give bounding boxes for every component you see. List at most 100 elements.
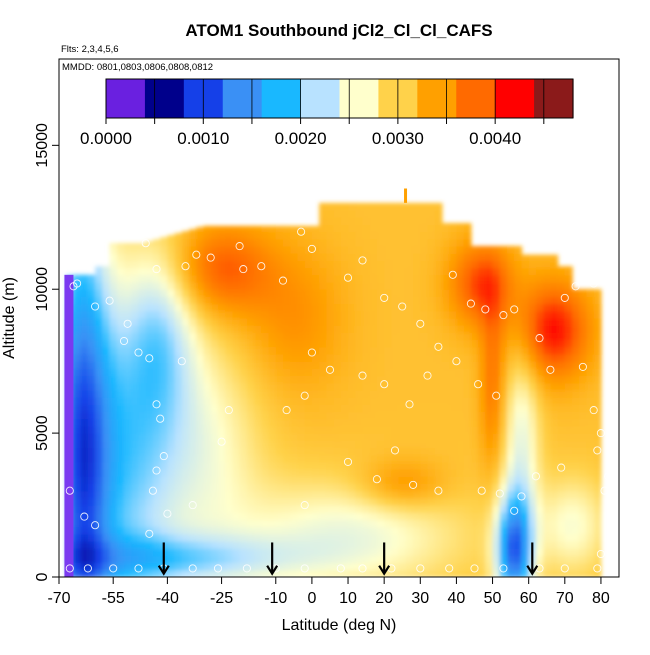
heatmap-cell <box>478 289 486 298</box>
heatmap-cell <box>355 505 364 513</box>
heatmap-cell <box>232 274 241 283</box>
heatmap-cell <box>239 418 248 427</box>
heatmap-cell <box>348 289 356 298</box>
heatmap-cell <box>239 404 248 413</box>
colorbar-swatch <box>222 79 263 118</box>
heatmap-cell <box>478 433 486 441</box>
heatmap-cell <box>572 483 580 492</box>
heatmap-cell <box>593 519 602 528</box>
heatmap-cell <box>275 469 284 477</box>
heatmap-cell <box>174 353 183 362</box>
heatmap-cell <box>196 555 205 564</box>
heatmap-cell <box>196 512 205 521</box>
sample-point <box>358 564 367 573</box>
heatmap-cell <box>405 210 414 218</box>
heatmap-cell <box>145 461 154 470</box>
heatmap-cell <box>427 382 436 391</box>
heatmap-cell <box>348 483 356 492</box>
heatmap-cell <box>326 238 335 247</box>
heatmap-cell <box>254 325 262 333</box>
heatmap-cell <box>369 217 378 226</box>
heatmap-cell <box>232 231 241 240</box>
heatmap-cell <box>160 469 168 477</box>
heatmap-cell <box>535 361 544 369</box>
heatmap-cell <box>550 346 559 355</box>
heatmap-cell <box>528 533 537 542</box>
heatmap-cell <box>217 375 226 384</box>
heatmap-cell <box>145 411 154 420</box>
heatmap-cell <box>398 238 407 247</box>
heatmap-cell <box>174 533 183 542</box>
heatmap-cell <box>420 569 429 577</box>
heatmap-cell <box>478 418 486 427</box>
heatmap-cell <box>579 318 588 326</box>
heatmap-cell <box>456 246 465 254</box>
heatmap-cell <box>521 375 530 384</box>
heatmap-cell <box>586 512 595 521</box>
heatmap-cell <box>369 397 378 405</box>
heatmap-cell <box>485 296 494 305</box>
heatmap-cell <box>391 210 400 218</box>
heatmap-cell <box>189 541 197 549</box>
heatmap-cell <box>427 361 436 369</box>
heatmap-cell <box>225 318 234 326</box>
heatmap-cell <box>239 282 248 290</box>
heatmap-cell <box>384 217 392 226</box>
heatmap-cell <box>283 246 291 254</box>
heatmap-cell <box>73 296 82 305</box>
heatmap-cell <box>167 418 176 427</box>
heatmap-cell <box>196 461 205 470</box>
heatmap-cell <box>124 361 132 369</box>
heatmap-cell <box>550 382 559 391</box>
heatmap-cell <box>564 447 573 456</box>
heatmap-cell <box>478 353 486 362</box>
heatmap-cell <box>254 404 262 413</box>
heatmap-cell <box>507 404 515 413</box>
heatmap-cell <box>456 497 465 506</box>
heatmap-cell <box>405 454 414 463</box>
heatmap-cell <box>95 404 103 413</box>
heatmap-cell <box>196 310 205 319</box>
heatmap-cell <box>434 238 443 247</box>
heatmap-cell <box>340 382 349 391</box>
heatmap-cell <box>275 425 284 434</box>
heatmap-cell <box>420 310 429 319</box>
heatmap-cell <box>239 533 248 542</box>
heatmap-cell <box>478 282 486 290</box>
heatmap-cell <box>283 404 291 413</box>
heatmap-cell <box>463 533 472 542</box>
heatmap-cell <box>463 447 472 456</box>
heatmap-cell <box>420 224 429 233</box>
heatmap-cell <box>405 224 414 233</box>
heatmap-cell <box>246 512 255 521</box>
heatmap-cell <box>340 433 349 441</box>
heatmap-cell <box>420 397 429 405</box>
heatmap-cell <box>138 397 147 405</box>
heatmap-cell <box>485 246 494 254</box>
heatmap-cell <box>507 267 515 276</box>
heatmap-cell <box>246 225 255 233</box>
sample-point <box>91 302 100 311</box>
heatmap-cell <box>196 375 205 384</box>
heatmap-cell <box>564 325 573 333</box>
heatmap-cell <box>138 505 147 513</box>
heatmap-cell <box>80 425 89 434</box>
heatmap-cell <box>138 569 147 577</box>
heatmap-cell <box>572 361 580 369</box>
heatmap-cell <box>355 289 364 298</box>
heatmap-cell <box>564 418 573 427</box>
heatmap-cell <box>319 562 327 571</box>
heatmap-cell <box>152 569 161 577</box>
heatmap-cell <box>174 267 183 276</box>
heatmap-cell <box>297 497 306 506</box>
heatmap-cell <box>478 325 486 333</box>
heatmap-cell <box>174 325 183 333</box>
heatmap-cell <box>333 253 342 262</box>
sample-point <box>145 529 154 538</box>
heatmap-cell <box>210 490 219 499</box>
heatmap-cell <box>362 217 371 226</box>
heatmap-cell <box>355 296 364 305</box>
heatmap-cell <box>535 375 544 384</box>
heatmap-cell <box>521 339 530 348</box>
heatmap-cell <box>326 361 335 369</box>
